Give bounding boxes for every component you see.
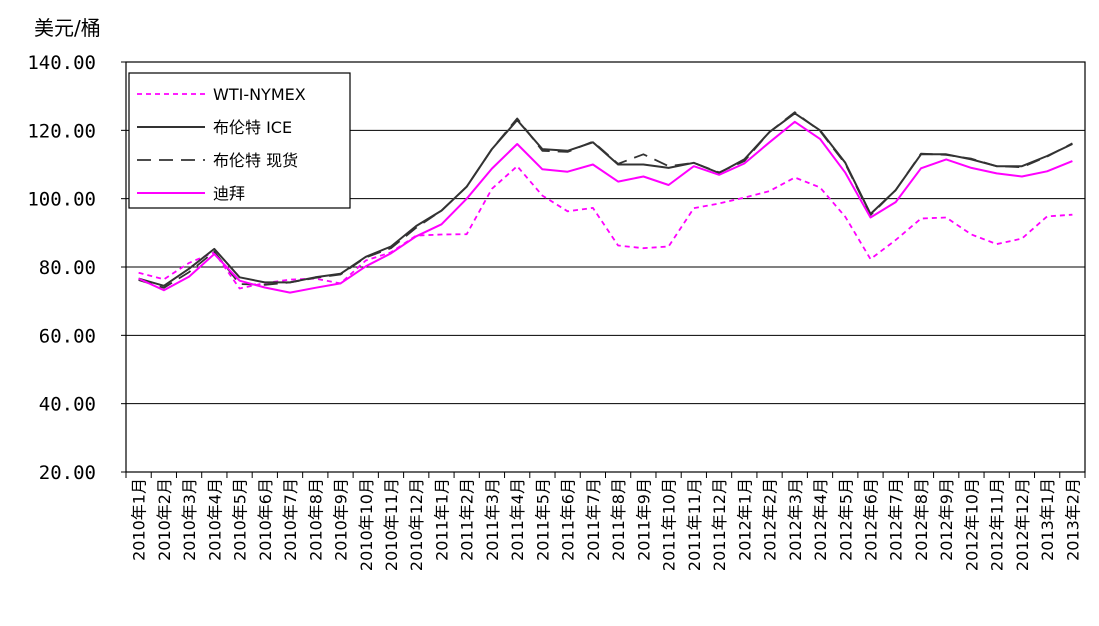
- x-tick-label: 2011年5月: [533, 478, 552, 561]
- legend-box: [128, 72, 351, 209]
- legend-label-1: WTI-NYMEX: [213, 85, 306, 104]
- y-tick-label: 60.00: [39, 325, 96, 347]
- y-axis-ticks: 20.00 40.00 60.00 80.00 100.00 120.00 140.00: [27, 52, 126, 484]
- y-tick-label: 20.00: [39, 462, 96, 484]
- y-tick-label: 80.00: [39, 257, 96, 279]
- x-tick-label: 2011年11月: [685, 478, 704, 571]
- legend-label-2: 布伦特 ICE: [213, 118, 292, 137]
- x-tick-label: 2010年1月: [130, 478, 149, 561]
- x-tick-label: 2010年3月: [180, 478, 199, 561]
- x-tick-label: 2010年4月: [205, 478, 224, 561]
- x-tick-label: 2011年3月: [483, 478, 502, 561]
- y-tick-label: 140.00: [27, 52, 96, 74]
- x-tick-label: 2013年1月: [1038, 478, 1057, 561]
- x-tick-label: 2012年2月: [761, 478, 780, 561]
- series-lines: [138, 111, 1073, 294]
- x-tick-label: 2011年1月: [432, 478, 451, 561]
- y-tick-label: 40.00: [39, 394, 96, 416]
- x-tick-label: 2012年4月: [811, 478, 830, 561]
- x-tick-label: 2012年10月: [962, 478, 981, 571]
- x-tick-label: 2011年8月: [609, 478, 628, 561]
- x-tick-label: 2011年7月: [584, 478, 603, 561]
- x-tick-label: 2010年7月: [281, 478, 300, 561]
- x-axis-ticks: 2010年1月 2010年2月 2010年3月 2010年4月 2010年5月 2010年…: [125, 472, 1086, 571]
- x-tick-label: 2010年6月: [256, 478, 275, 561]
- x-tick-label: 2010年2月: [155, 478, 174, 561]
- x-tick-label: 2010年5月: [231, 478, 250, 561]
- x-tick-label: 2011年2月: [458, 478, 477, 561]
- x-tick-label: 2012年12月: [1013, 478, 1032, 571]
- x-tick-label: 2013年2月: [1063, 478, 1082, 561]
- x-tick-label: 2010年12月: [407, 478, 426, 571]
- x-tick-label: 2012年7月: [887, 478, 906, 561]
- x-tick-label: 2010年10月: [357, 478, 376, 571]
- x-tick-label: 2011年9月: [634, 478, 653, 561]
- y-tick-label: 100.00: [27, 189, 96, 211]
- series-line-4: [138, 120, 1073, 294]
- y-tick-label: 120.00: [27, 120, 96, 142]
- x-tick-label: 2012年1月: [735, 478, 754, 561]
- x-tick-label: 2012年9月: [937, 478, 956, 561]
- x-tick-label: 2012年6月: [861, 478, 880, 561]
- x-tick-label: 2011年10月: [660, 478, 679, 571]
- x-tick-label: 2010年9月: [332, 478, 351, 561]
- legend-label-4: 迪拜: [213, 184, 245, 203]
- series-line-3: [138, 111, 1073, 289]
- x-tick-label: 2012年11月: [988, 478, 1007, 571]
- legend-label-3: 布伦特 现货: [213, 151, 298, 170]
- x-tick-label: 2012年8月: [912, 478, 931, 561]
- y-axis-unit-label: 美元/桶: [34, 16, 101, 40]
- x-tick-label: 2011年12月: [710, 478, 729, 571]
- x-tick-label: 2012年3月: [786, 478, 805, 561]
- x-tick-label: 2012年5月: [836, 478, 855, 561]
- x-tick-label: 2010年11月: [382, 478, 401, 571]
- x-tick-label: 2011年6月: [559, 478, 578, 561]
- series-line-1: [138, 165, 1073, 290]
- x-tick-label: 2011年4月: [508, 478, 527, 561]
- x-tick-label: 2010年8月: [306, 478, 325, 561]
